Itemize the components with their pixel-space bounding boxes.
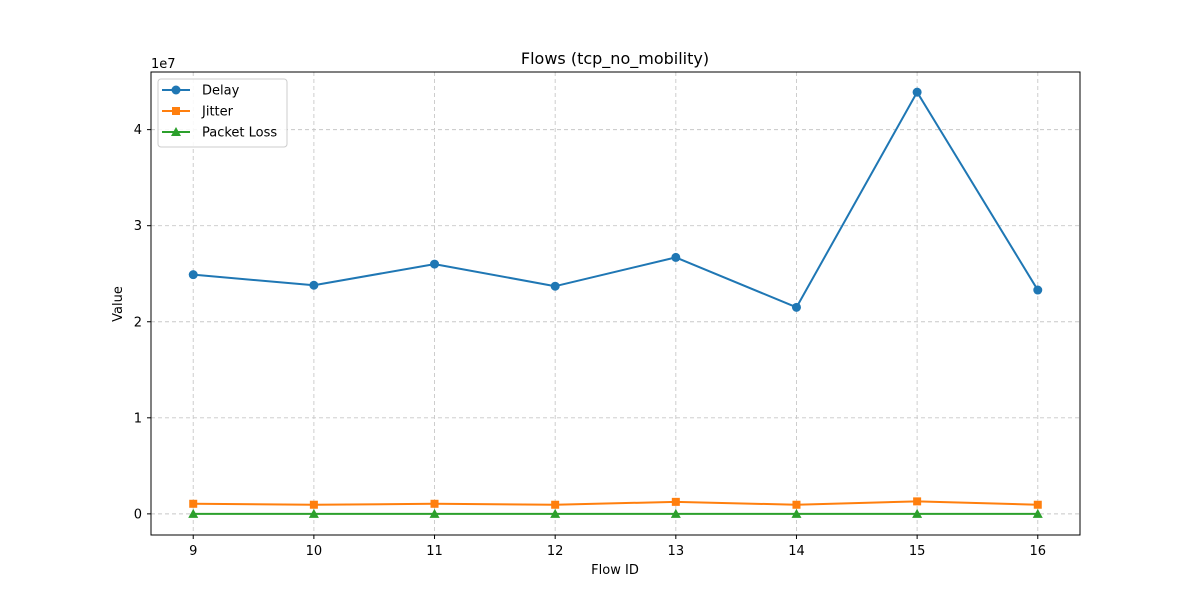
data-point-jitter bbox=[671, 497, 680, 506]
data-point-delay bbox=[430, 259, 440, 269]
legend-marker-delay bbox=[171, 85, 181, 95]
series-line-delay bbox=[193, 91, 1039, 309]
data-point-packet-loss bbox=[308, 508, 319, 518]
legend-label-jitter: Jitter bbox=[201, 105, 234, 120]
data-point-packet-loss bbox=[188, 508, 199, 518]
y-tick-label: 3 bbox=[134, 219, 142, 234]
data-point-jitter bbox=[551, 500, 560, 509]
x-tick-label: 15 bbox=[909, 544, 926, 559]
data-point-delay bbox=[550, 281, 560, 291]
y-axis-label: Value bbox=[111, 286, 126, 322]
data-point-jitter bbox=[189, 499, 198, 508]
data-point-jitter bbox=[430, 499, 439, 508]
y-tick-label: 2 bbox=[134, 315, 142, 330]
x-tick-label: 13 bbox=[668, 544, 685, 559]
x-tick-label: 16 bbox=[1029, 544, 1046, 559]
data-point-jitter bbox=[309, 500, 318, 509]
series-jitter bbox=[189, 497, 1042, 509]
data-point-packet-loss bbox=[912, 508, 923, 518]
legend-entry-jitter: Jitter bbox=[162, 105, 234, 120]
y-axis-offset-label: 1e7 bbox=[151, 57, 176, 72]
legend-entry-packet-loss: Packet Loss bbox=[162, 126, 277, 141]
legend: Delay Jitter Packet Loss bbox=[157, 78, 288, 148]
plot-frame bbox=[150, 71, 1081, 536]
data-point-packet-loss bbox=[550, 508, 561, 518]
legend-label-delay: Delay bbox=[202, 84, 240, 99]
x-tick-label: 11 bbox=[426, 544, 443, 559]
data-point-packet-loss bbox=[670, 508, 681, 518]
series-packet-loss bbox=[188, 508, 1043, 518]
x-axis-label: Flow ID bbox=[591, 563, 639, 578]
legend-marker-jitter bbox=[172, 107, 180, 115]
data-point-jitter bbox=[792, 500, 801, 509]
data-point-delay bbox=[188, 270, 198, 280]
data-point-packet-loss bbox=[429, 508, 440, 518]
legend-marker-packet-loss bbox=[171, 127, 181, 136]
x-tick-label: 14 bbox=[788, 544, 805, 559]
y-tick-label: 4 bbox=[134, 123, 142, 138]
data-point-delay bbox=[671, 252, 681, 262]
chart-title: Flows (tcp_no_mobility) bbox=[521, 49, 709, 69]
y-tick-label: 1 bbox=[134, 411, 142, 426]
data-point-delay bbox=[791, 302, 801, 312]
data-point-delay bbox=[912, 87, 922, 97]
legend-label-packet-loss: Packet Loss bbox=[202, 126, 277, 141]
x-tick-label: 9 bbox=[189, 544, 197, 559]
series-delay bbox=[188, 87, 1043, 312]
series-layer bbox=[188, 87, 1043, 518]
data-point-delay bbox=[309, 280, 319, 290]
data-point-packet-loss bbox=[791, 508, 802, 518]
data-point-jitter bbox=[1033, 500, 1042, 509]
data-point-jitter bbox=[913, 497, 922, 506]
legend-entry-delay: Delay bbox=[162, 84, 240, 99]
data-point-packet-loss bbox=[1032, 508, 1043, 518]
legend-box bbox=[157, 78, 288, 148]
x-tick-label: 10 bbox=[306, 544, 323, 559]
x-tick-label: 12 bbox=[547, 544, 564, 559]
data-point-delay bbox=[1033, 285, 1043, 295]
series-line-jitter bbox=[193, 500, 1038, 506]
y-tick-label: 0 bbox=[134, 507, 142, 522]
